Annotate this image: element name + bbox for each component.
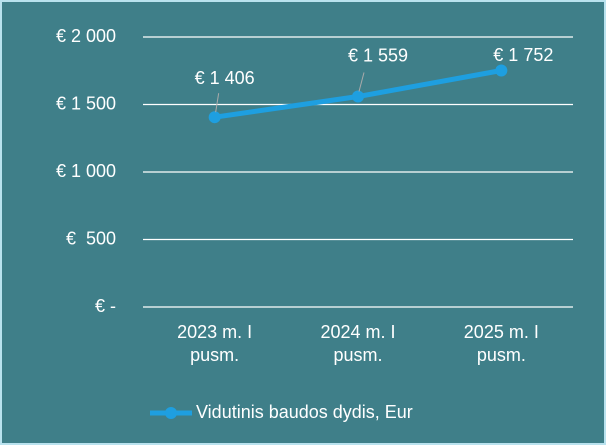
- y-tick-label: € 2 000: [56, 26, 116, 46]
- leader-line: [358, 72, 365, 92]
- data-point: [495, 64, 508, 77]
- y-tick-label: € 500: [66, 228, 116, 248]
- data-label: € 1 559: [348, 45, 408, 65]
- legend-label: Vidutinis baudos dydis, Eur: [196, 402, 413, 422]
- data-point: [352, 90, 364, 103]
- y-tick-label: € 1 000: [56, 161, 116, 181]
- data-point: [208, 111, 221, 124]
- legend-marker: [165, 407, 177, 419]
- data-label: € 1 406: [195, 68, 255, 88]
- y-tick-label: € -: [95, 296, 116, 316]
- y-tick-label: € 1 500: [56, 93, 116, 113]
- leader-line: [215, 93, 220, 113]
- data-label: € 1 752: [493, 45, 553, 65]
